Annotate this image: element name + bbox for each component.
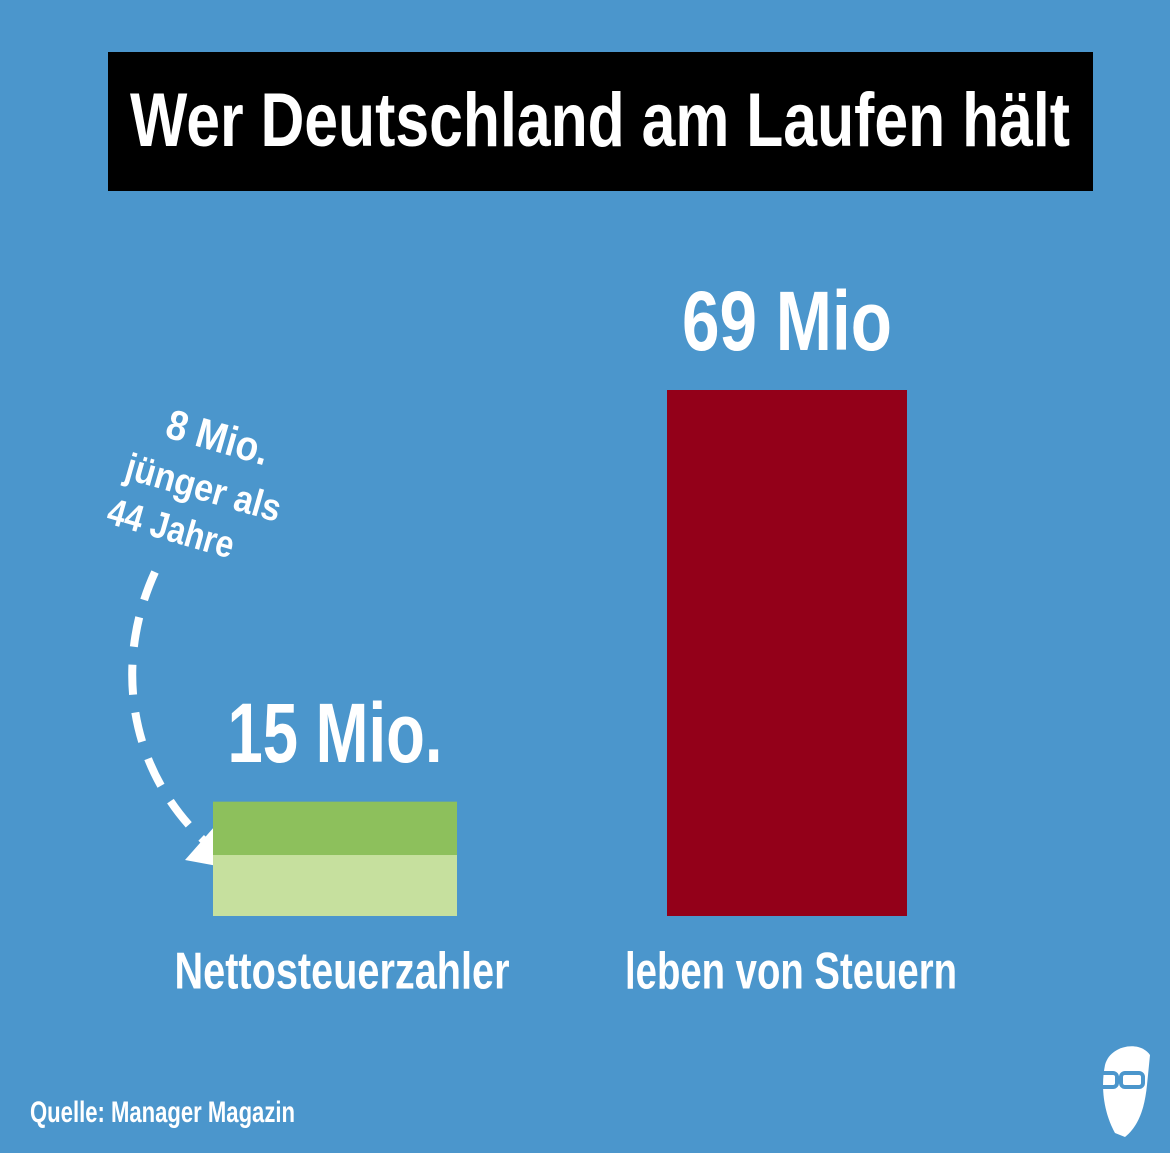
value-label: 15 Mio.: [228, 686, 443, 780]
bar: [667, 390, 907, 916]
x-tick-label: leben von Steuern: [625, 943, 957, 1001]
source: Quelle: Manager Magazin: [30, 1096, 295, 1129]
chart-title: Wer Deutschland am Laufen hält: [130, 78, 1070, 163]
logo: [1093, 1046, 1150, 1137]
x-tick-label: Nettosteuerzahler: [175, 943, 510, 1001]
title-box: [108, 52, 1093, 191]
bar-segment: [213, 855, 457, 916]
annotation-arrow: [128, 570, 233, 866]
value-label: 69 Mio: [682, 274, 892, 368]
